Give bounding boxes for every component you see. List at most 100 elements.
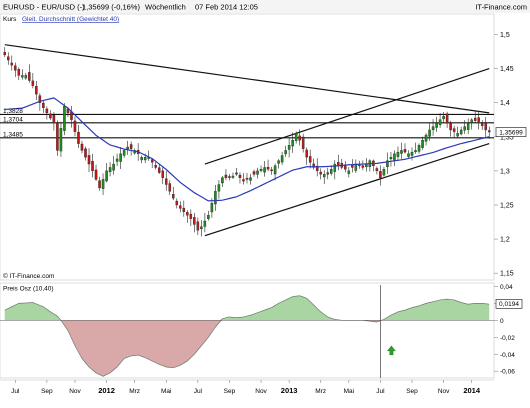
oscillator-tick-label: -0,06 [500, 369, 515, 376]
candle-up [273, 163, 277, 181]
candle-down [56, 120, 59, 156]
candle-body [172, 194, 175, 199]
header-bar [0, 0, 530, 13]
candle-up [59, 121, 63, 157]
oscillator-tick-label: 0,04 [500, 284, 513, 291]
candle-body [417, 145, 421, 152]
candle-up [200, 220, 203, 237]
candle-up [277, 159, 280, 169]
candle-down [379, 165, 382, 186]
candle-body [308, 156, 312, 163]
candle-body [28, 72, 31, 81]
price-tick-label: 1,45 [500, 66, 514, 73]
candle-body [326, 172, 330, 175]
candle-up [400, 142, 403, 159]
candle-body [428, 129, 431, 137]
time-axis: Jul Sep Nov 2012 Mrz Mai Jul Sep Nov 2013 Mrz Mai Ju… [0, 379, 494, 395]
candle-down [487, 126, 491, 139]
candle-up [382, 166, 386, 177]
candle-body [214, 191, 217, 205]
candle-down [326, 167, 330, 180]
candle-down [445, 111, 449, 128]
candle-body [242, 179, 245, 182]
price-tick-label: 1,35 [500, 134, 514, 141]
candle-body [393, 153, 396, 161]
candle-down [14, 62, 17, 77]
candle-down [17, 67, 21, 81]
candle-body [389, 157, 393, 160]
candle-body [435, 122, 438, 128]
candle-down [10, 55, 14, 71]
candle-body [375, 168, 379, 172]
candle-body [235, 172, 238, 175]
price-tick-label: 1,15 [500, 271, 514, 278]
candle-body [224, 174, 228, 178]
oscillator-value: 0,0194 [499, 301, 519, 308]
candle-body [414, 150, 417, 153]
oscillator-pane: 0,040,020-0,02-0,04-0,06 0,0194 Preis Os… [0, 282, 523, 379]
candle-body [298, 135, 301, 141]
candle-body [80, 143, 84, 151]
candle-down [94, 164, 98, 181]
last-price-change: 1,35699 (-0,16%) [82, 3, 140, 12]
candle-up [259, 165, 263, 173]
candle-body [329, 168, 333, 174]
candle-body [59, 128, 63, 152]
candle-body [231, 175, 235, 178]
candle-body [256, 170, 259, 175]
candle-down [73, 116, 77, 137]
candle-body [315, 165, 319, 172]
candle-body [452, 128, 456, 132]
candle-body [24, 75, 28, 79]
level-label: 1,3485 [3, 131, 23, 138]
legend-ma[interactable]: Gleit. Durchschnitt (Gewichtet 40) [22, 16, 119, 23]
candle-down [161, 166, 165, 185]
candle-up [207, 210, 210, 221]
candle-down [224, 169, 228, 181]
candle-down [193, 212, 196, 233]
candle-body [182, 207, 186, 212]
candle-down [182, 200, 186, 217]
time-tick-label: 2013 [281, 386, 298, 395]
candle-body [154, 164, 157, 168]
time-tick-label: Mrz [315, 388, 326, 395]
candle-body [52, 114, 56, 124]
candle-body [105, 170, 108, 182]
candle-body [122, 150, 126, 156]
period-label: Wöchentlich [145, 3, 186, 12]
candle-body [108, 167, 112, 173]
candle-body [456, 133, 459, 137]
candle-down [312, 158, 315, 170]
candle-down [87, 148, 91, 173]
candle-body [3, 52, 7, 56]
candle-body [470, 119, 473, 123]
candle-up [112, 155, 115, 175]
candle-body [396, 151, 400, 157]
candle-body [463, 126, 466, 131]
candle-up [291, 132, 294, 153]
candle-down [168, 180, 172, 196]
candle-body [400, 150, 403, 154]
candle-up [421, 136, 424, 150]
candle-body [7, 56, 10, 61]
candle-down [28, 64, 31, 83]
candle-down [452, 125, 456, 138]
candle-body [10, 62, 14, 66]
symbol-title: EURUSD - EUR/USD (-) [3, 3, 85, 12]
candle-body [129, 144, 133, 149]
price-axis: 1,5 1,45 1,4 1,35 1,3 1,25 1,2 1,15 [494, 32, 514, 278]
copyright: © IT-Finance.com [3, 272, 54, 280]
time-tick-label: Sep [41, 388, 53, 395]
candle-body [228, 176, 231, 178]
candle-body [259, 168, 263, 171]
price-tick-label: 1,3 [500, 168, 510, 175]
candle-body [410, 151, 414, 156]
candle-body [277, 160, 280, 164]
candle-body [143, 157, 147, 161]
moving-average-line [4, 97, 490, 202]
candle-up [417, 143, 421, 154]
candle-body [438, 119, 442, 125]
candle-up [294, 131, 298, 144]
candle-body [333, 163, 337, 172]
legend-oscillator: Preis Osz (10,40) [3, 286, 54, 293]
